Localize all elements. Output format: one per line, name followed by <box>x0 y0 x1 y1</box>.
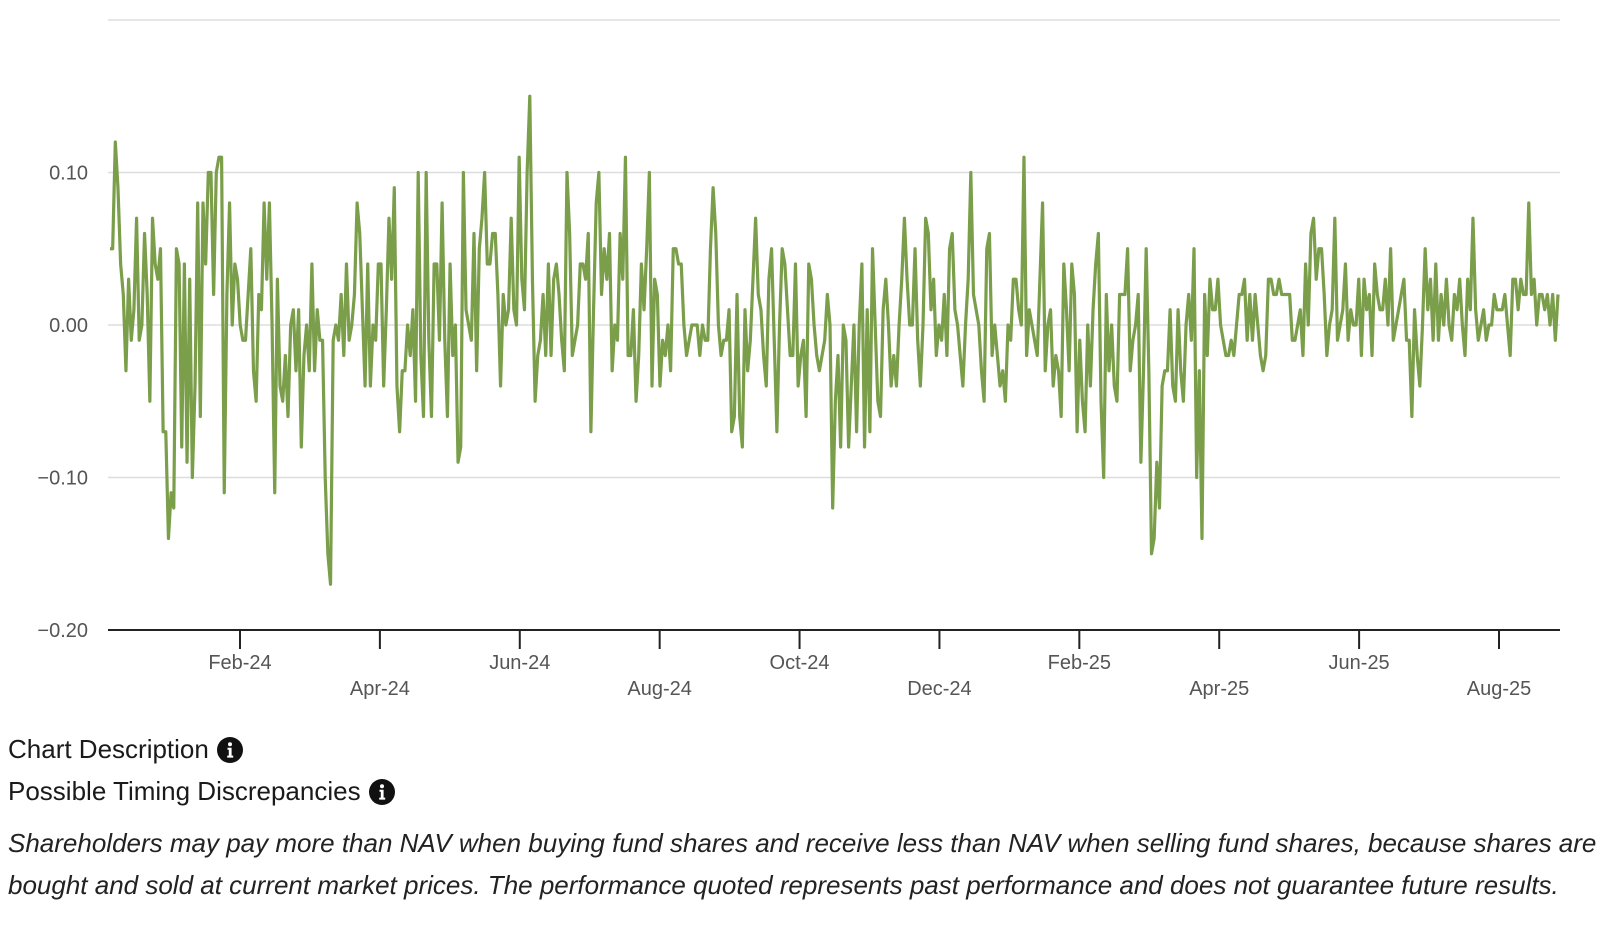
x-tick-label: Oct-24 <box>770 652 830 674</box>
x-tick-label: Aug-25 <box>1467 678 1532 700</box>
x-tick-label: Aug-24 <box>627 678 692 700</box>
x-tick-label: Jun-24 <box>489 652 550 674</box>
x-axis-ticks: Feb-24 Apr-24 Jun-24 Aug-24 Oct-24 Dec-24 Feb-… <box>208 630 1531 700</box>
y-tick-label: 0.10 <box>49 163 88 185</box>
x-tick-label: Jun-25 <box>1329 652 1390 674</box>
x-tick-label: Feb-25 <box>1048 652 1111 674</box>
y-tick-label: 0.00 <box>49 315 88 337</box>
y-tick-label: −0.20 <box>37 620 88 642</box>
x-tick-label: Apr-25 <box>1189 678 1249 700</box>
info-icon[interactable] <box>368 778 395 805</box>
x-tick-label: Feb-24 <box>208 652 271 674</box>
disclaimer-text: Shareholders may pay more than NAV when … <box>8 828 1597 900</box>
chart-description-row[interactable]: Chart Description <box>8 734 243 765</box>
chart-description-label[interactable]: Chart Description <box>8 734 209 764</box>
x-tick-label: Apr-24 <box>350 678 410 700</box>
series-line <box>110 94 1560 586</box>
premium-discount-line-chart: 0.10 0.00 −0.10 −0.20 Feb-24 Apr-24 Jun-24 Aug… <box>37 19 1560 700</box>
y-axis-tick-labels: 0.10 0.00 −0.10 −0.20 <box>37 163 88 643</box>
timing-discrepancies-label[interactable]: Possible Timing Discrepancies <box>8 776 361 806</box>
y-tick-label: −0.10 <box>37 468 88 490</box>
timing-discrepancies-row[interactable]: Possible Timing Discrepancies <box>8 776 395 807</box>
info-icon[interactable] <box>216 736 243 763</box>
x-tick-label: Dec-24 <box>907 678 971 700</box>
